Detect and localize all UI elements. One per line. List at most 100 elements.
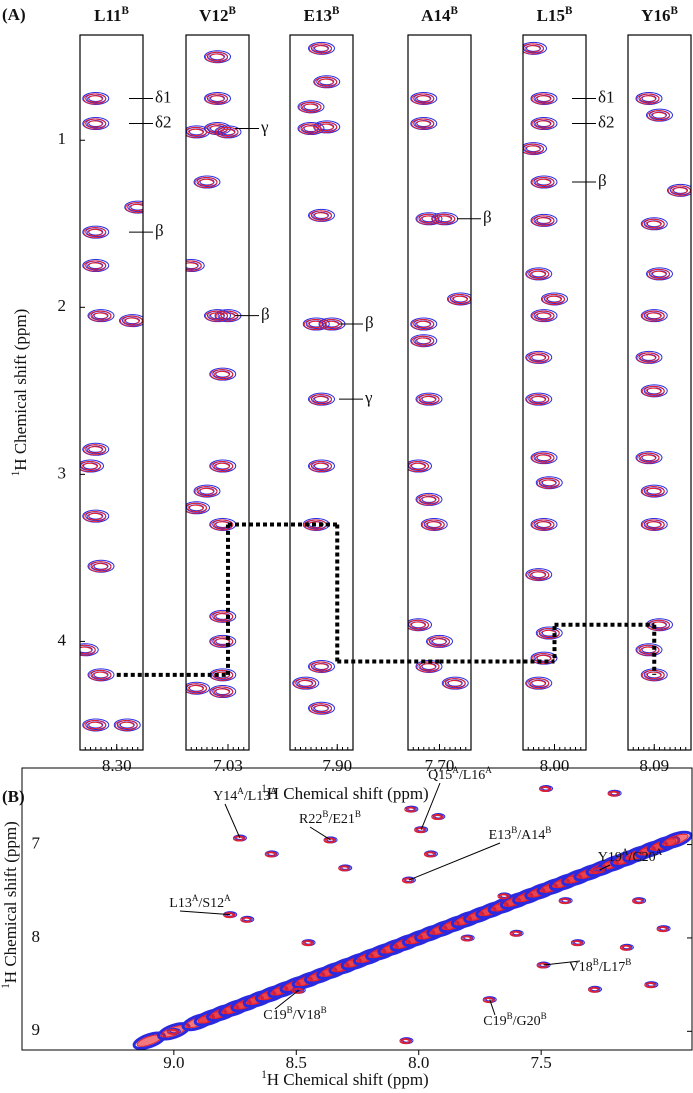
contour xyxy=(646,267,673,281)
cross-peak xyxy=(646,108,673,122)
contour xyxy=(636,452,660,464)
contour xyxy=(570,940,583,947)
contour xyxy=(414,320,431,329)
contour xyxy=(416,494,440,506)
contour xyxy=(644,982,657,989)
x-axis-label: 1H Chemical shift (ppm) xyxy=(261,1069,428,1089)
contour xyxy=(399,1038,412,1045)
cross-peak xyxy=(410,117,438,131)
cross-peak xyxy=(570,939,585,947)
cross-peak xyxy=(640,517,668,531)
text-part: V12 xyxy=(199,6,228,25)
peak-label: δ2 xyxy=(598,112,615,131)
y-axis-label: 1H Chemical shift (ppm) xyxy=(10,309,30,476)
contour xyxy=(293,988,302,993)
contour xyxy=(499,894,508,899)
cross-peak xyxy=(525,676,553,690)
contour xyxy=(409,462,426,471)
contour xyxy=(213,688,230,696)
contour xyxy=(403,878,413,883)
strip-contours xyxy=(292,41,346,715)
cross-peak xyxy=(414,826,429,834)
text-part: /L16 xyxy=(459,768,485,783)
peak-label: β xyxy=(261,305,270,324)
label-leader xyxy=(420,782,441,830)
contour xyxy=(526,678,550,690)
contour xyxy=(535,95,551,103)
peak-label: β xyxy=(365,313,374,332)
contour xyxy=(416,394,440,406)
cross-peak xyxy=(431,813,446,821)
contour xyxy=(215,126,239,138)
cross-peak xyxy=(291,986,306,994)
contour xyxy=(641,486,665,498)
contour xyxy=(656,926,669,933)
superscript: B xyxy=(670,5,678,17)
contour xyxy=(540,786,550,792)
contour xyxy=(80,646,93,654)
panel-label: (A) xyxy=(2,5,26,24)
contour xyxy=(530,451,558,465)
contour xyxy=(650,270,667,279)
contour xyxy=(511,931,520,936)
y-tick-label: 7 xyxy=(32,833,41,852)
text-part: L11 xyxy=(94,6,121,25)
contour xyxy=(524,145,541,153)
cross-peak xyxy=(525,350,553,364)
contour xyxy=(635,643,663,657)
contour xyxy=(308,392,335,406)
contour xyxy=(209,634,237,648)
cross-peak xyxy=(558,897,573,905)
cross-peak xyxy=(338,864,353,872)
contour xyxy=(636,352,660,364)
contour xyxy=(186,259,205,273)
contour xyxy=(411,319,435,331)
text-part: H Chemical shift (ppm) xyxy=(11,309,30,471)
contour xyxy=(635,451,663,465)
cross-peak xyxy=(404,805,419,813)
contour xyxy=(442,678,466,690)
contour xyxy=(589,987,599,992)
contour xyxy=(523,41,547,55)
contour xyxy=(83,444,107,456)
contour xyxy=(303,941,312,946)
contour xyxy=(293,678,317,690)
contour xyxy=(205,51,228,63)
text-part: /V18 xyxy=(293,1008,321,1023)
text-part: Y16 xyxy=(641,6,670,25)
x-axis-label: 1H Chemical shift (ppm) xyxy=(261,783,428,803)
peak-label: E13B/A14B xyxy=(489,825,552,843)
contour xyxy=(118,721,135,730)
strip-title: A14B xyxy=(421,5,458,25)
cross-peak xyxy=(640,309,668,323)
cross-peak xyxy=(87,668,115,682)
contour xyxy=(302,317,330,331)
contour xyxy=(113,718,141,732)
contour xyxy=(210,461,234,473)
contour xyxy=(210,519,234,531)
contour xyxy=(213,638,230,646)
contour xyxy=(213,370,230,379)
contour xyxy=(640,517,668,531)
superscript: B xyxy=(507,1011,513,1021)
contour xyxy=(312,462,329,471)
contour xyxy=(408,459,432,473)
contour xyxy=(641,310,665,322)
cross-peak xyxy=(423,850,438,858)
superscript: 1 xyxy=(261,1069,267,1081)
contour xyxy=(658,927,667,932)
contour xyxy=(415,828,425,833)
cross-peak xyxy=(186,259,205,273)
contour xyxy=(425,852,435,857)
contour xyxy=(401,877,414,884)
peak-label: Y19A/C20A xyxy=(598,847,663,865)
contour xyxy=(308,208,335,222)
contour xyxy=(607,790,620,797)
cross-peak xyxy=(530,117,558,131)
text-part: Q15 xyxy=(428,768,452,783)
contour xyxy=(592,867,605,874)
y-tick-label: 1 xyxy=(58,129,67,148)
contour xyxy=(426,634,453,648)
cross-peak xyxy=(644,981,659,989)
contour xyxy=(525,350,553,364)
